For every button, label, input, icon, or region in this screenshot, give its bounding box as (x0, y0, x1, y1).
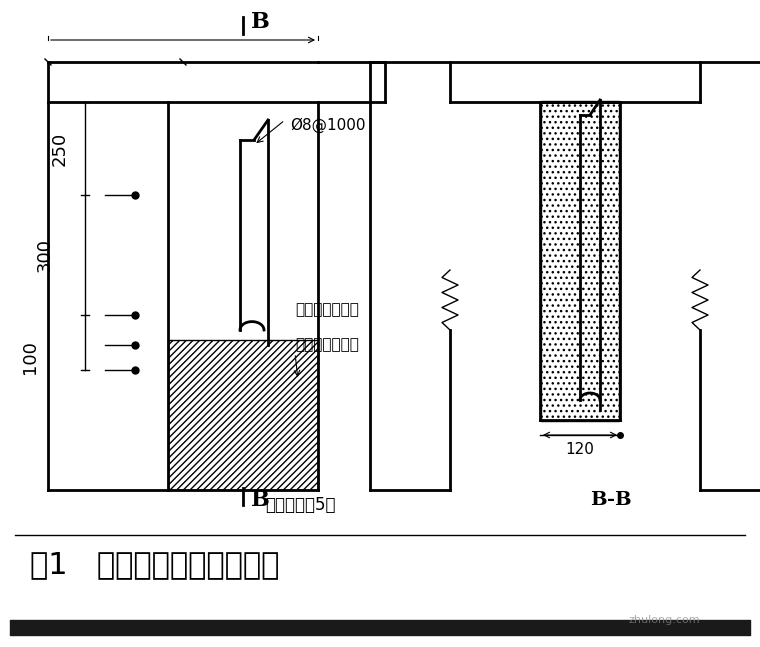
Text: 墙长度大于5米: 墙长度大于5米 (265, 496, 335, 514)
Text: 砌墙时随每皮砖: 砌墙时随每皮砖 (295, 303, 359, 318)
Text: 用砂浆分层填实: 用砂浆分层填实 (295, 338, 359, 353)
Text: B: B (251, 11, 270, 33)
Polygon shape (168, 340, 318, 490)
Text: 100: 100 (21, 340, 39, 375)
Text: B: B (251, 489, 270, 511)
Text: Ø8@1000: Ø8@1000 (290, 117, 366, 133)
Text: B-B: B-B (590, 491, 632, 509)
Text: 图1   砖墙顶部与梁连接做法: 图1 砖墙顶部与梁连接做法 (30, 551, 280, 580)
Polygon shape (541, 101, 619, 421)
Text: 250: 250 (51, 131, 69, 166)
Text: 120: 120 (565, 441, 594, 457)
Text: 300: 300 (36, 238, 54, 272)
Text: zhulong.com: zhulong.com (629, 615, 700, 625)
